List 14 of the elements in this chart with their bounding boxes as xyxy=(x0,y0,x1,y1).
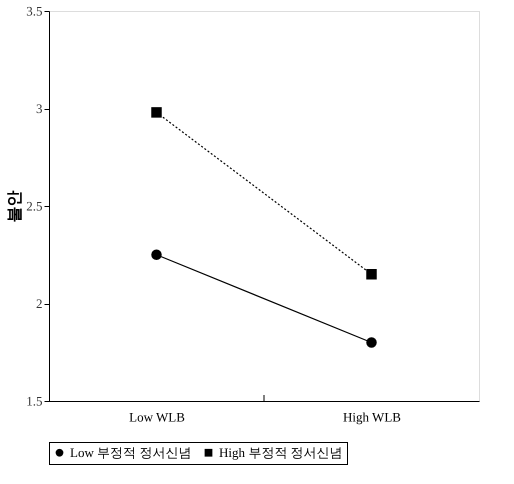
y-tick-label: 3 xyxy=(36,101,42,116)
point xyxy=(151,250,162,260)
y-tick-label: 2.5 xyxy=(26,198,42,214)
point xyxy=(151,107,162,118)
x-tick-label: Low WLB xyxy=(129,410,186,424)
y-tick-label: 2 xyxy=(36,296,42,311)
point xyxy=(366,269,377,280)
x-tick-label: High WLB xyxy=(343,410,402,424)
y-tick-label: 3.5 xyxy=(26,4,42,18)
legend-label: High 부정적 정서신념 xyxy=(219,444,342,460)
y-axis-title: 불안 xyxy=(4,190,24,222)
point xyxy=(366,337,377,348)
y-tick-label: 1.5 xyxy=(26,394,42,408)
legend-label: Low 부정적 정서신념 xyxy=(70,444,192,460)
